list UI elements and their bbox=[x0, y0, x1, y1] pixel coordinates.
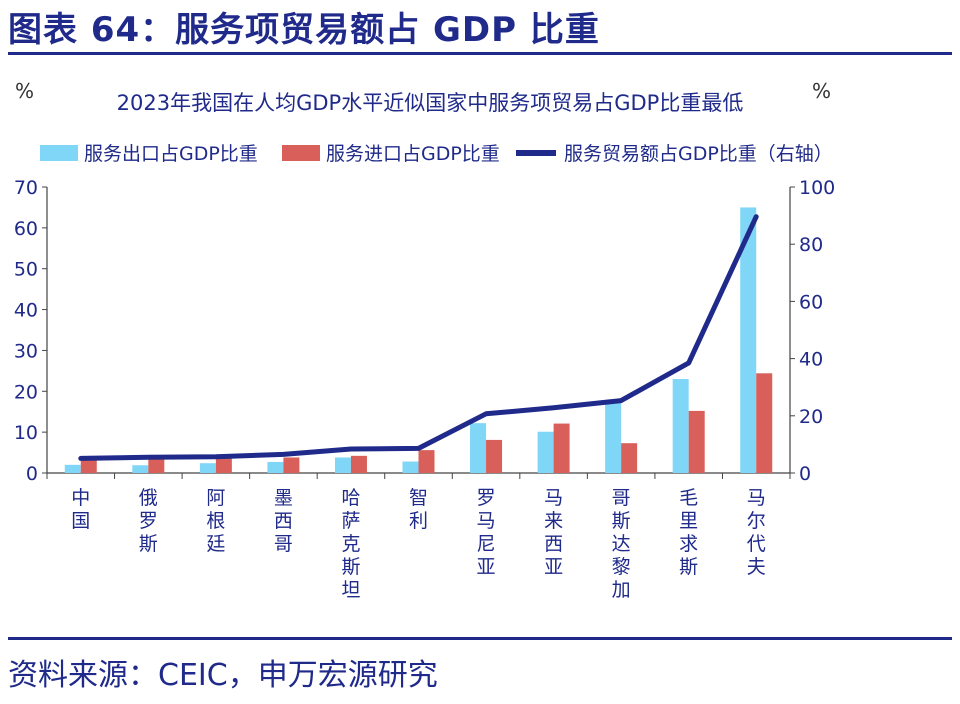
bar-export bbox=[740, 207, 757, 473]
right-tick-label: 20 bbox=[799, 406, 823, 428]
x-tick-label: 阿根廷 bbox=[206, 487, 225, 555]
bar-export bbox=[470, 423, 487, 473]
right-tick-label: 60 bbox=[799, 291, 823, 313]
bar-export bbox=[64, 464, 81, 473]
bar-export bbox=[132, 465, 149, 473]
bar-import bbox=[688, 410, 705, 473]
chart: 2023年我国在人均GDP水平近似国家中服务项贸易占GDP比重最低 % % 服务… bbox=[14, 79, 835, 601]
x-tick-label: 马尔代夫 bbox=[747, 487, 766, 578]
line-layer bbox=[78, 214, 759, 461]
source-note: 资料来源：CEIC，申万宏源研究 bbox=[8, 658, 438, 693]
bar-import bbox=[80, 460, 97, 473]
bar-export bbox=[537, 431, 554, 473]
bars bbox=[64, 207, 773, 473]
left-tick-label: 60 bbox=[14, 218, 38, 240]
bar-import bbox=[486, 439, 503, 473]
left-axis-unit: % bbox=[15, 79, 34, 103]
x-tick-label: 哥斯达黎加 bbox=[612, 487, 631, 601]
line-total bbox=[78, 214, 759, 461]
bar-import bbox=[283, 457, 300, 473]
left-tick-label: 40 bbox=[14, 300, 38, 322]
x-tick-label: 哈萨克斯坦 bbox=[341, 487, 360, 601]
bar-import bbox=[418, 450, 435, 473]
legend-swatch-total bbox=[516, 150, 556, 156]
right-tick-label: 80 bbox=[799, 234, 823, 256]
legend: 服务出口占GDP比重 服务进口占GDP比重 服务贸易额占GDP比重（右轴） bbox=[40, 143, 833, 165]
bar-import bbox=[148, 459, 165, 473]
right-tick-label: 100 bbox=[799, 177, 835, 199]
x-tick-label: 智利 bbox=[409, 487, 428, 532]
bar-export bbox=[334, 457, 351, 473]
x-tick-label: 中国 bbox=[71, 487, 90, 532]
left-tick-label: 0 bbox=[26, 463, 38, 485]
x-tick-label: 罗马尼亚 bbox=[477, 487, 496, 578]
axes: 0 10 20 30 40 50 60 70 0 20 40 60 80 100 bbox=[14, 177, 835, 485]
bar-import bbox=[621, 443, 638, 473]
x-tick-label: 毛里求斯 bbox=[679, 487, 698, 578]
x-tick-label: 马来西亚 bbox=[544, 487, 563, 578]
legend-label-export: 服务出口占GDP比重 bbox=[84, 143, 258, 165]
bar-import bbox=[553, 423, 570, 473]
bar-export bbox=[672, 379, 689, 473]
bar-import bbox=[350, 455, 367, 473]
bar-import bbox=[756, 373, 773, 473]
legend-swatch-export bbox=[40, 145, 78, 161]
left-tick-label: 30 bbox=[14, 340, 38, 362]
legend-label-total: 服务贸易额占GDP比重（右轴） bbox=[564, 143, 833, 165]
footer-divider bbox=[8, 637, 952, 640]
right-tick-label: 40 bbox=[799, 349, 823, 371]
right-axis-unit: % bbox=[812, 79, 831, 103]
chart-title: 2023年我国在人均GDP水平近似国家中服务项贸易占GDP比重最低 bbox=[117, 91, 744, 115]
page-title: 图表 64：服务项贸易额占 GDP 比重 bbox=[8, 10, 600, 50]
right-tick-label: 0 bbox=[799, 463, 811, 485]
bar-export bbox=[267, 461, 284, 473]
left-tick-label: 20 bbox=[14, 381, 38, 403]
legend-label-import: 服务进口占GDP比重 bbox=[326, 143, 500, 165]
x-tick-label: 墨西哥 bbox=[274, 487, 293, 555]
bar-export bbox=[605, 399, 622, 473]
header-divider bbox=[8, 52, 952, 55]
bar-export bbox=[199, 463, 216, 473]
left-tick-label: 70 bbox=[14, 177, 38, 199]
x-tick-label: 俄罗斯 bbox=[139, 487, 158, 555]
bar-export bbox=[402, 461, 419, 473]
left-tick-label: 10 bbox=[14, 422, 38, 444]
x-labels: 中国 俄罗斯 阿根廷 墨西哥 哈萨克斯坦 智利 罗马尼亚 马来西亚 哥斯达黎加 毛里求斯 马尔代夫 bbox=[71, 487, 765, 601]
legend-swatch-import bbox=[282, 145, 320, 161]
left-tick-label: 50 bbox=[14, 259, 38, 281]
bar-import bbox=[215, 457, 232, 473]
